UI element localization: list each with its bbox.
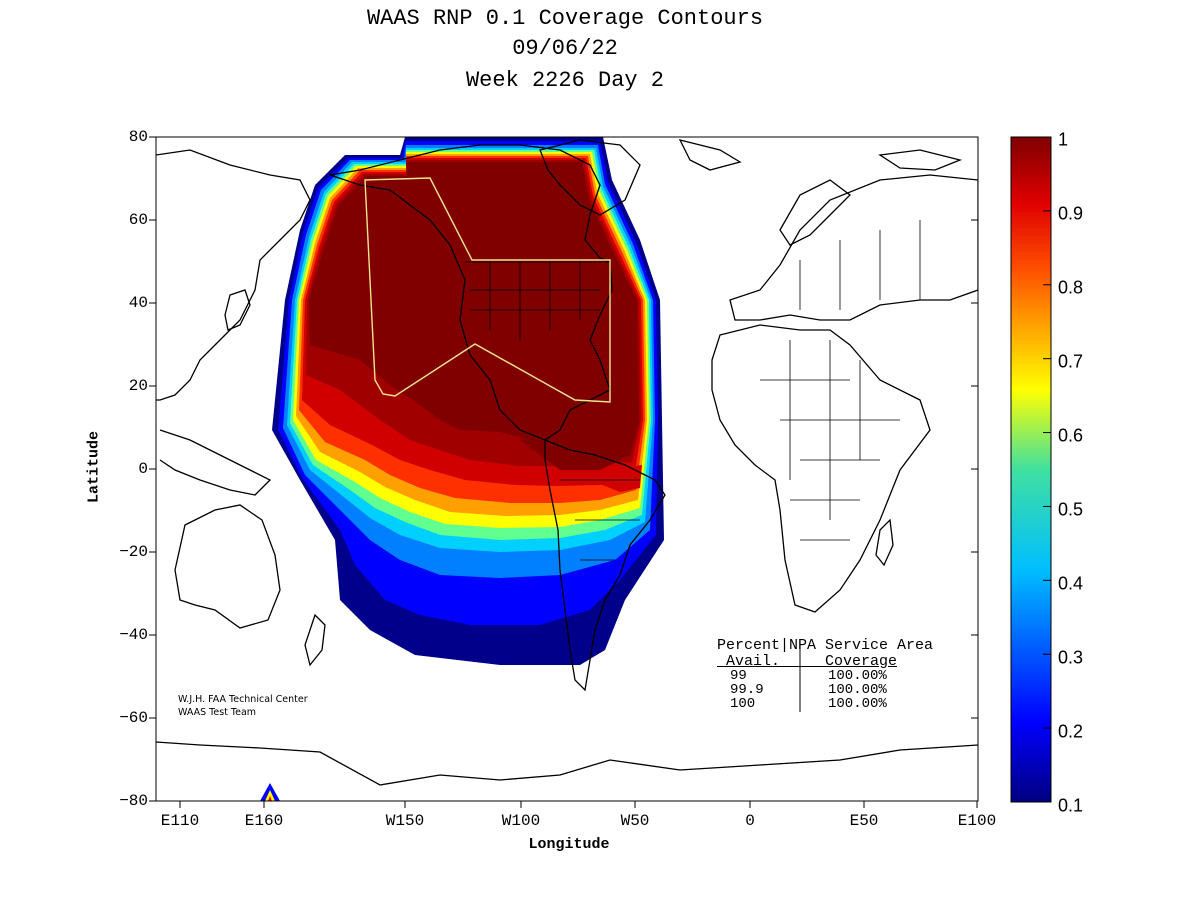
country-borders <box>465 220 921 561</box>
x-tick-label: W50 <box>620 812 650 830</box>
table-avail: 99.9 <box>730 682 764 698</box>
coastlines <box>156 139 978 786</box>
chart-title: WAAS RNP 0.1 Coverage Contours <box>366 6 764 31</box>
colorbar-tick-label: 0.7 <box>1058 351 1084 372</box>
y-tick-label: 40 <box>128 294 148 312</box>
axis-ticks <box>149 136 978 808</box>
colorbar-tick-label: 0.3 <box>1058 647 1084 668</box>
y-tick-label: −20 <box>119 543 148 561</box>
table-coverage: 100.00% <box>828 696 887 712</box>
service-area-boundary <box>364 177 611 403</box>
x-tick-label: E110 <box>160 812 200 830</box>
x-axis-label: Longitude <box>528 836 610 853</box>
y-tick-label: 60 <box>128 211 148 229</box>
x-tick-label: E160 <box>244 812 284 830</box>
table-avail: 99 <box>730 668 747 684</box>
y-tick-label: −40 <box>119 626 148 644</box>
table-avail: 100 <box>730 696 756 712</box>
credit-team: WAAS Test Team <box>178 707 257 718</box>
x-tick-label: 0 <box>745 812 755 830</box>
colorbar-tick-label: 0.5 <box>1058 499 1084 520</box>
x-tick-label: E100 <box>957 812 997 830</box>
y-tick-label: −80 <box>119 792 148 810</box>
table-subheader: Avail. Coverage <box>717 653 898 670</box>
colorbar-tick-label: 0.6 <box>1058 425 1084 446</box>
chart-week-day: Week 2226 Day 2 <box>465 68 665 93</box>
table-coverage: 100.00% <box>828 668 887 684</box>
colorbar-tick-label: 0.1 <box>1058 795 1084 816</box>
colorbar-tick-label: 0.8 <box>1058 277 1084 298</box>
y-tick-label: 20 <box>128 377 148 395</box>
contour-band-1.0 <box>309 162 639 440</box>
x-tick-label: W150 <box>385 812 425 830</box>
y-tick-label: 80 <box>128 128 148 146</box>
x-tick-label: E50 <box>849 812 879 830</box>
colorbar-tick-label: 1 <box>1058 129 1069 150</box>
table-header: Percent|NPA Service Area <box>717 637 934 654</box>
credit-line: W.J.H. FAA Technical Center <box>178 694 308 705</box>
table-coverage: 100.00% <box>828 682 887 698</box>
colorbar <box>1010 136 1052 803</box>
y-tick-label: 0 <box>138 460 148 478</box>
colorbar-ticks <box>1043 136 1051 803</box>
x-tick-label: W100 <box>501 812 541 830</box>
y-tick-label: −60 <box>119 709 148 727</box>
chart-date: 09/06/22 <box>512 36 618 61</box>
colorbar-tick-label: 0.2 <box>1058 721 1084 742</box>
colorbar-tick-label: 0.4 <box>1058 573 1084 594</box>
colorbar-tick-label: 0.9 <box>1058 203 1084 224</box>
